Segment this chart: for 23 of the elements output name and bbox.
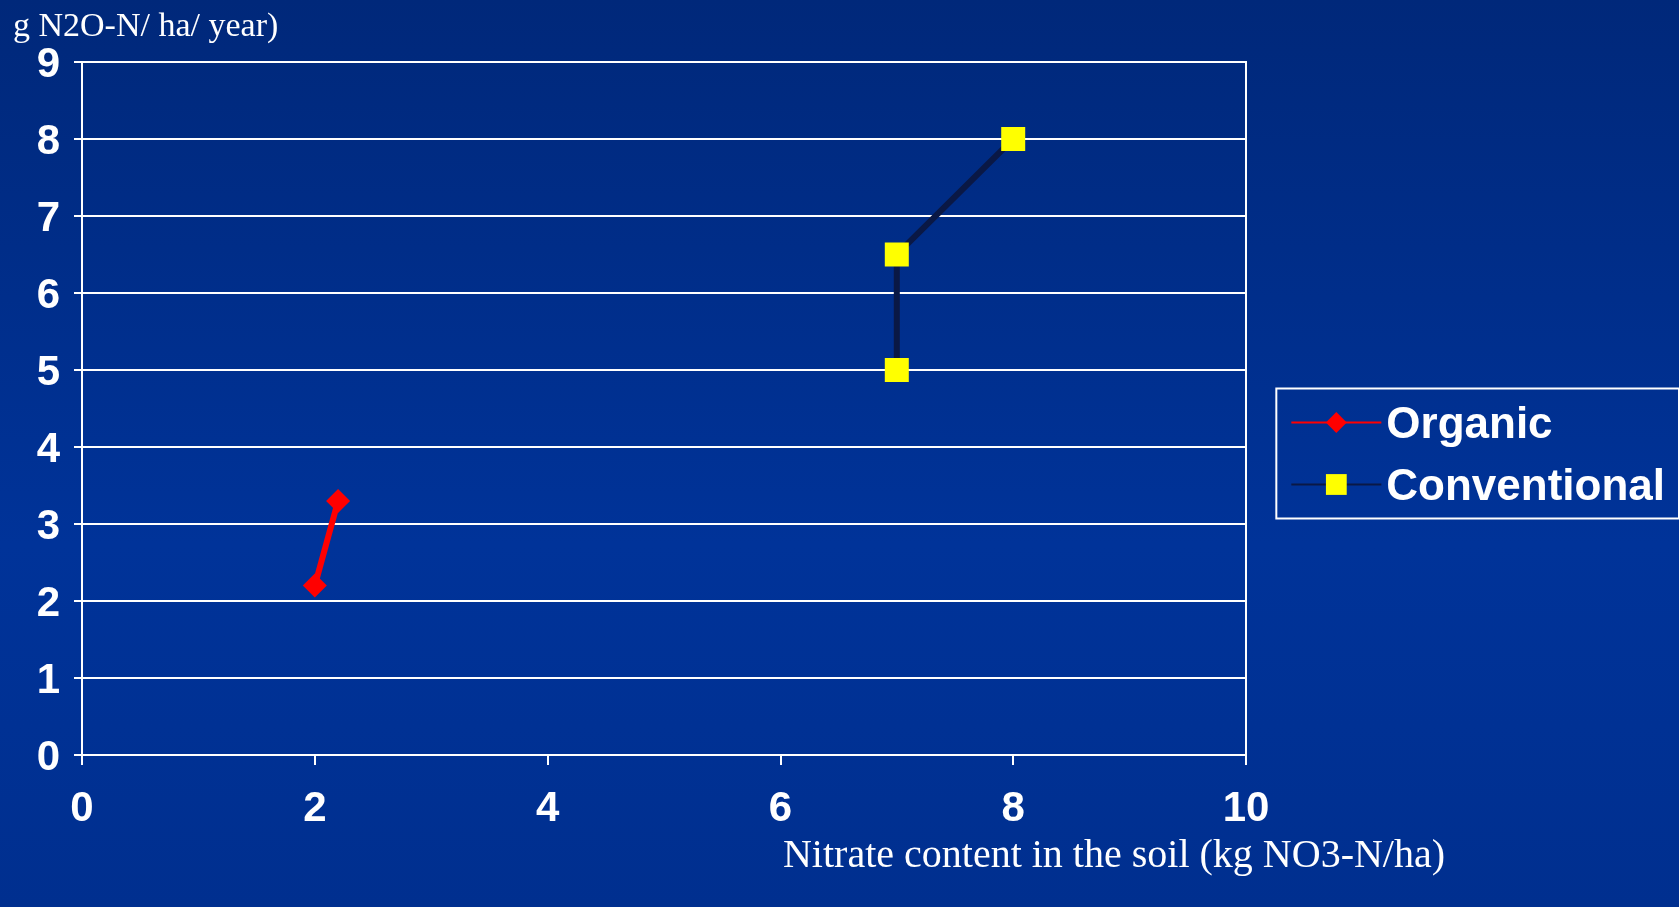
point [884, 242, 909, 267]
point [884, 358, 909, 382]
x-tick-label: 10 [1222, 782, 1270, 830]
legend-label: Organic [1386, 398, 1553, 447]
y-tick-label: 3 [36, 500, 60, 548]
y-tick-label: 5 [36, 346, 60, 394]
y-tick-label: 0 [36, 731, 60, 779]
point [1001, 127, 1026, 151]
legend-label: Conventional [1386, 460, 1666, 509]
y-tick-label: 1 [36, 654, 60, 702]
point [302, 573, 327, 598]
x-axis-title: Nitrate content in the soil (kg NO3-N/ha) [782, 830, 1446, 876]
y-tick-label: 8 [36, 115, 60, 163]
x-tick-label: 6 [768, 782, 793, 830]
y-tick-label: 4 [36, 423, 61, 471]
x-tick-label: 0 [70, 782, 94, 830]
point [326, 488, 351, 513]
y-tick-label: 7 [36, 192, 60, 240]
y-tick-label: 2 [36, 577, 60, 625]
x-tick-label: 2 [303, 782, 327, 830]
y-tick-label: 6 [36, 269, 60, 317]
x-tick-label: 4 [535, 782, 560, 830]
x-tick-label: 8 [1001, 782, 1025, 830]
